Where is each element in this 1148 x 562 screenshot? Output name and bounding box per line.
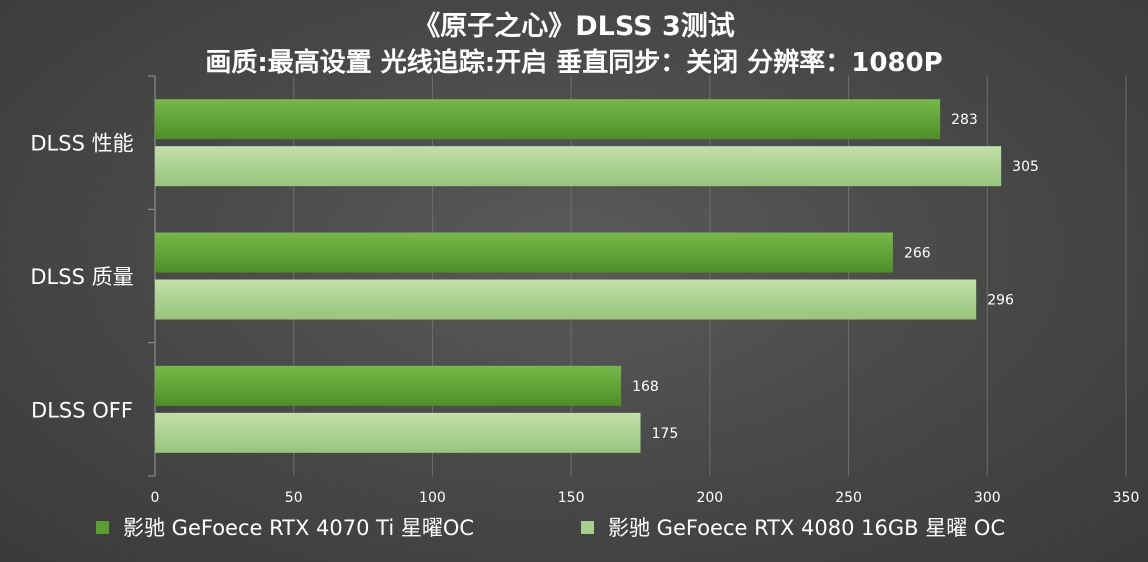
bar-series-2 xyxy=(155,279,977,320)
data-label: 168 xyxy=(632,379,659,395)
bar-series-1 xyxy=(155,365,622,406)
legend-swatch-series-2 xyxy=(581,520,594,534)
y-category-label: DLSS OFF xyxy=(31,398,133,422)
legend-item-series-2: 影驰 GeFoece RTX 4080 16GB 星曜 OC xyxy=(581,512,1005,542)
x-tick-label: 100 xyxy=(419,490,446,506)
data-label: 305 xyxy=(1012,159,1039,175)
legend-label-series-1: 影驰 GeFoece RTX 4070 Ti 星曜OC xyxy=(123,516,475,540)
x-tick-label: 50 xyxy=(285,490,303,506)
chart-title: 《原子之心》DLSS 3测试 xyxy=(413,11,735,42)
bar-series-2 xyxy=(155,412,641,453)
legend-item-series-1: 影驰 GeFoece RTX 4070 Ti 星曜OC xyxy=(96,512,474,542)
data-label: 283 xyxy=(951,112,978,128)
x-tick-label: 250 xyxy=(835,490,862,506)
data-label: 175 xyxy=(652,426,679,442)
data-label: 296 xyxy=(987,293,1014,309)
bar-series-2 xyxy=(155,146,1002,187)
data-label: 266 xyxy=(904,246,931,262)
legend-label-series-2: 影驰 GeFoece RTX 4080 16GB 星曜 OC xyxy=(608,516,1006,540)
x-tick-label: 200 xyxy=(696,490,723,506)
y-category-label: DLSS 性能 xyxy=(30,132,133,156)
legend-swatch-series-1 xyxy=(96,520,109,534)
x-tick-label: 350 xyxy=(1113,490,1140,506)
y-category-label: DLSS 质量 xyxy=(30,265,133,289)
x-tick-label: 0 xyxy=(151,490,160,506)
bar-series-1 xyxy=(155,99,941,140)
x-tick-label: 150 xyxy=(558,490,585,506)
bar-series-1 xyxy=(155,232,893,273)
chart-subtitle: 画质:最高设置 光线追踪:开启 垂直同步：关闭 分辨率：1080P xyxy=(205,48,943,78)
x-tick-label: 300 xyxy=(974,490,1001,506)
